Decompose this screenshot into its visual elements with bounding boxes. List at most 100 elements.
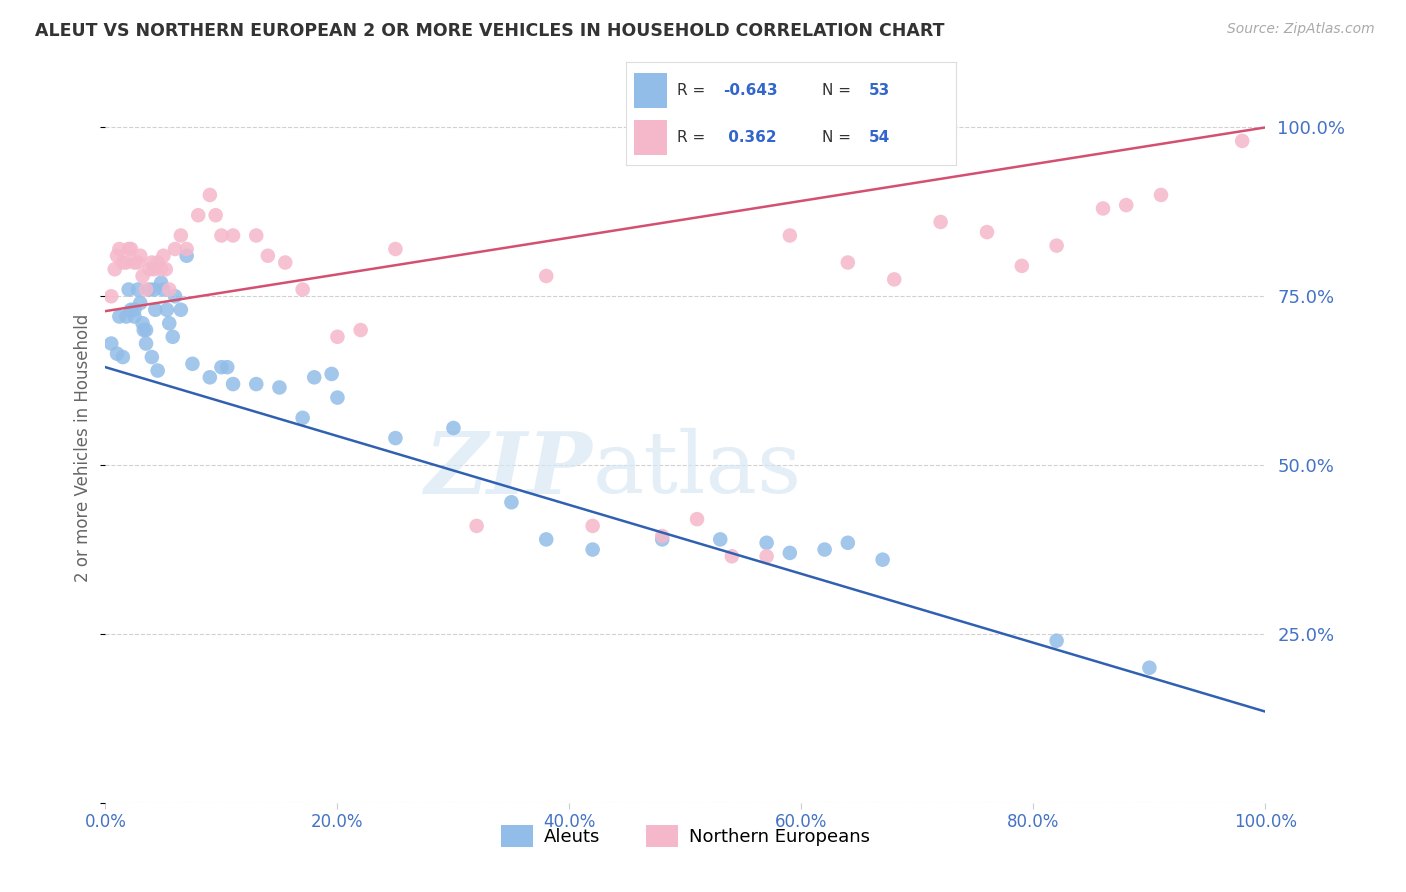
Point	[157, 316, 180, 330]
Text: 53: 53	[869, 83, 890, 97]
Point	[720, 549, 742, 564]
Point	[321, 367, 343, 381]
Point	[304, 370, 326, 384]
Text: ALEUT VS NORTHERN EUROPEAN 2 OR MORE VEHICLES IN HOUSEHOLD CORRELATION CHART: ALEUT VS NORTHERN EUROPEAN 2 OR MORE VEH…	[35, 22, 945, 40]
FancyBboxPatch shape	[634, 120, 666, 155]
Point	[929, 215, 952, 229]
Point	[198, 370, 221, 384]
Point	[146, 363, 169, 377]
Point	[124, 302, 146, 317]
Point	[100, 289, 122, 303]
Point	[129, 296, 152, 310]
Point	[779, 546, 801, 560]
Point	[349, 323, 371, 337]
Point	[813, 542, 835, 557]
Point	[143, 302, 166, 317]
Point	[1115, 198, 1137, 212]
Y-axis label: 2 or more Vehicles in Household: 2 or more Vehicles in Household	[75, 314, 93, 582]
Point	[170, 228, 193, 243]
Point	[127, 255, 149, 269]
Point	[118, 242, 141, 256]
Point	[534, 268, 557, 283]
Point	[976, 225, 998, 239]
Point	[131, 268, 153, 283]
Point	[124, 255, 146, 269]
Point	[152, 283, 174, 297]
Text: 54: 54	[869, 130, 890, 145]
Point	[198, 188, 221, 202]
Point	[222, 228, 245, 243]
Text: atlas: atlas	[592, 428, 801, 511]
Point	[755, 549, 778, 564]
Point	[138, 262, 160, 277]
Point	[181, 357, 204, 371]
Point	[105, 347, 128, 361]
Point	[104, 262, 127, 277]
Point	[141, 255, 163, 269]
Point	[245, 228, 267, 243]
Point	[135, 283, 157, 297]
Point	[384, 242, 406, 256]
Point	[837, 535, 859, 549]
Point	[163, 242, 186, 256]
Point	[141, 350, 163, 364]
Point	[115, 255, 138, 269]
Point	[146, 255, 169, 269]
Point	[143, 262, 166, 277]
Point	[326, 330, 349, 344]
Point	[211, 228, 233, 243]
Text: N =: N =	[823, 83, 856, 97]
Point	[131, 316, 153, 330]
Point	[1091, 202, 1114, 216]
Point	[108, 242, 131, 256]
Point	[204, 208, 226, 222]
Legend: Aleuts, Northern Europeans: Aleuts, Northern Europeans	[494, 818, 877, 854]
Point	[135, 336, 157, 351]
Point	[274, 255, 297, 269]
Point	[534, 533, 557, 547]
Point	[257, 249, 280, 263]
Point	[245, 377, 267, 392]
Point	[176, 242, 198, 256]
Text: 0.362: 0.362	[723, 130, 776, 145]
Point	[326, 391, 349, 405]
Point	[155, 262, 177, 277]
Point	[115, 310, 138, 324]
Point	[156, 302, 179, 317]
Point	[187, 208, 209, 222]
Point	[837, 255, 859, 269]
Point	[163, 289, 186, 303]
Point	[1150, 188, 1173, 202]
Point	[581, 519, 603, 533]
Point	[100, 336, 122, 351]
Point	[132, 323, 155, 337]
Point	[143, 283, 166, 297]
Point	[651, 533, 673, 547]
Point	[129, 249, 152, 263]
Point	[135, 323, 157, 337]
Point	[150, 262, 173, 277]
Point	[269, 380, 291, 394]
Point	[465, 519, 488, 533]
Point	[222, 377, 245, 392]
Point	[124, 310, 146, 324]
Point	[686, 512, 709, 526]
Point	[709, 533, 731, 547]
Point	[138, 283, 160, 297]
Point	[1045, 238, 1067, 252]
Point	[127, 283, 149, 297]
Point	[108, 310, 131, 324]
Point	[152, 249, 174, 263]
Point	[883, 272, 905, 286]
Text: Source: ZipAtlas.com: Source: ZipAtlas.com	[1227, 22, 1375, 37]
Point	[501, 495, 523, 509]
Point	[105, 249, 128, 263]
Point	[111, 255, 134, 269]
Point	[581, 542, 603, 557]
Point	[120, 302, 142, 317]
Point	[651, 529, 673, 543]
Point	[217, 360, 239, 375]
Point	[755, 535, 778, 549]
Point	[118, 283, 141, 297]
Text: -0.643: -0.643	[723, 83, 778, 97]
